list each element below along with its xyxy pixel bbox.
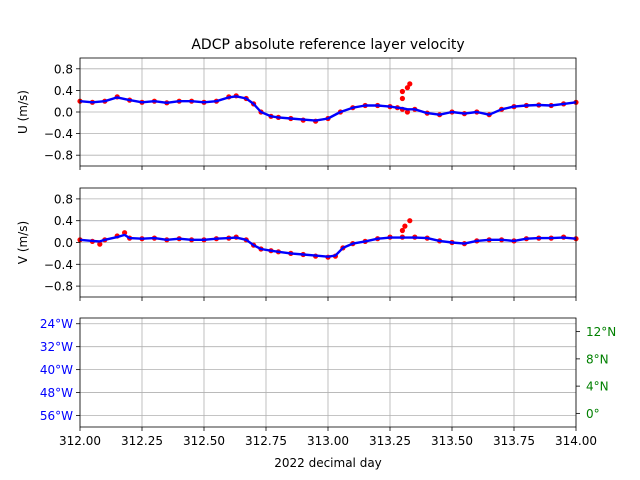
panel-u: 0.8 0.4 0.0 −0.4 −0.8 U (m/s) <box>16 57 579 170</box>
y-tick-label: −0.4 <box>44 127 73 141</box>
data-point <box>399 95 405 102</box>
y-tick-label: 0.8 <box>54 192 73 206</box>
y-axis-label: V (m/s) <box>16 221 30 264</box>
chart-title: ADCP absolute reference layer velocity <box>191 37 464 53</box>
y-tick-label: 0.0 <box>54 106 73 120</box>
x-tick-label: 313.50 <box>431 434 473 448</box>
y-tick-label: −0.8 <box>44 149 73 163</box>
panels: 0.8 0.4 0.0 −0.4 −0.8 U (m/s) 0.8 0.4 0.0 −0.4 −0.… <box>16 57 616 448</box>
y-tick-label: 0.0 <box>54 236 73 250</box>
data-point <box>399 227 405 234</box>
y2-tick-label: 8°N <box>586 352 609 366</box>
data-point <box>122 230 128 236</box>
y2-tick-label: 4°N <box>586 380 609 394</box>
series-line <box>79 95 577 122</box>
y-tick-label: −0.8 <box>44 280 73 294</box>
panel-position: 312.00 312.25 312.50 312.75 313.00 313.25 313.… <box>40 317 616 448</box>
y2-tick-label: 12°N <box>586 325 616 339</box>
data-point <box>97 241 103 247</box>
y-axis-label: U (m/s) <box>16 90 30 134</box>
y-tick-label: 0.4 <box>54 214 73 228</box>
y-tick-label: 32°W <box>40 340 73 354</box>
data-point <box>402 223 408 229</box>
data-point <box>407 81 413 87</box>
panel-v: 0.8 0.4 0.0 −0.4 −0.8 V (m/s) <box>16 187 579 301</box>
data-point <box>399 88 405 95</box>
x-tick-label: 313.25 <box>369 434 411 448</box>
y-tick-label: 40°W <box>40 363 73 377</box>
x-tick-label: 313.75 <box>493 434 535 448</box>
y-tick-label: 0.4 <box>54 84 73 98</box>
x-tick-label: 312.75 <box>245 434 287 448</box>
series-line <box>79 233 577 258</box>
x-tick-label: 313.00 <box>307 434 349 448</box>
x-tick-label: 312.50 <box>183 434 225 448</box>
x-tick-label: 312.00 <box>59 434 101 448</box>
y-tick-label: 0.8 <box>54 62 73 76</box>
x-tick-label: 314.00 <box>555 434 597 448</box>
x-axis-label: 2022 decimal day <box>274 456 382 470</box>
y-tick-label: 48°W <box>40 386 73 400</box>
data-point <box>404 109 410 115</box>
x-tick-label: 312.25 <box>121 434 163 448</box>
y2-tick-label: 0° <box>586 407 600 421</box>
data-point <box>407 218 413 224</box>
series-points <box>399 218 413 234</box>
data-point <box>404 85 410 91</box>
y-tick-label: 56°W <box>40 409 73 423</box>
series-points <box>399 81 413 102</box>
y-tick-label: 24°W <box>40 317 73 331</box>
y-tick-label: −0.4 <box>44 258 73 272</box>
